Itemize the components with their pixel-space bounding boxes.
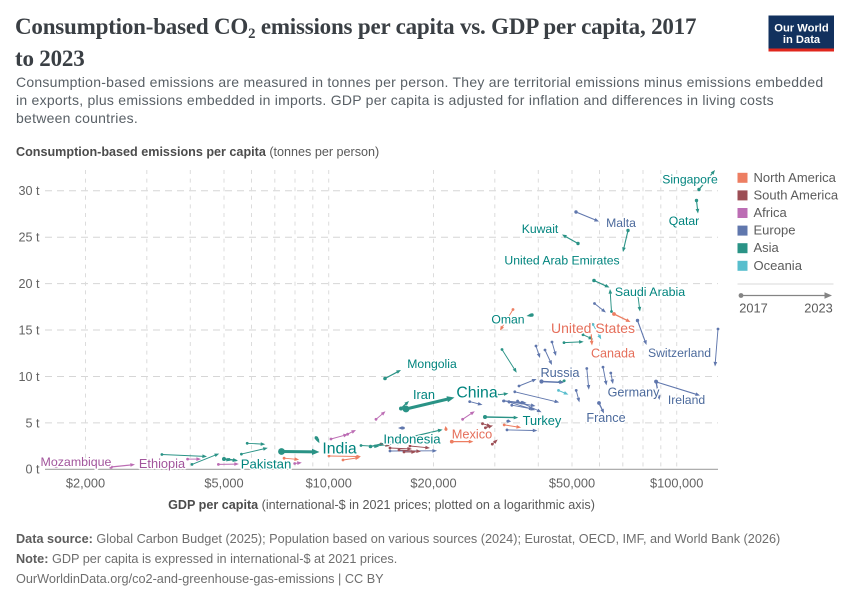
svg-text:25 t: 25 t bbox=[18, 231, 40, 245]
svg-text:Qatar: Qatar bbox=[669, 214, 699, 228]
svg-text:Ethiopia: Ethiopia bbox=[139, 456, 186, 471]
svg-text:United States: United States bbox=[551, 320, 635, 336]
svg-text:Malta: Malta bbox=[606, 216, 636, 230]
svg-text:Asia: Asia bbox=[754, 240, 780, 255]
svg-text:20 t: 20 t bbox=[18, 277, 40, 291]
svg-text:Singapore: Singapore bbox=[662, 172, 718, 186]
svg-text:Indonesia: Indonesia bbox=[383, 432, 441, 447]
svg-text:Africa: Africa bbox=[754, 205, 788, 220]
svg-text:Saudi Arabia: Saudi Arabia bbox=[615, 285, 685, 299]
svg-text:Iran: Iran bbox=[413, 387, 435, 402]
svg-text:China: China bbox=[456, 385, 497, 402]
svg-text:$100,000: $100,000 bbox=[650, 476, 703, 491]
svg-text:Our World: Our World bbox=[774, 23, 829, 35]
svg-text:2023: 2023 bbox=[804, 301, 832, 316]
svg-text:$20,000: $20,000 bbox=[410, 476, 456, 491]
svg-text:Germany: Germany bbox=[608, 385, 660, 399]
svg-text:Mongolia: Mongolia bbox=[407, 357, 457, 371]
svg-text:15 t: 15 t bbox=[18, 323, 40, 337]
svg-text:France: France bbox=[586, 411, 625, 425]
svg-text:Switzerland: Switzerland bbox=[648, 346, 711, 360]
svg-text:Ireland: Ireland bbox=[668, 393, 705, 407]
svg-text:30 t: 30 t bbox=[18, 184, 40, 198]
svg-text:$5,000: $5,000 bbox=[204, 476, 243, 491]
svg-text:Turkey: Turkey bbox=[523, 413, 562, 428]
svg-text:Mozambique: Mozambique bbox=[41, 455, 112, 469]
svg-text:United Arab Emirates: United Arab Emirates bbox=[504, 253, 619, 267]
svg-text:2017: 2017 bbox=[739, 301, 767, 316]
svg-text:5 t: 5 t bbox=[25, 416, 40, 430]
svg-text:Russia: Russia bbox=[540, 365, 580, 380]
svg-text:Canada: Canada bbox=[591, 346, 635, 360]
svg-text:Mexico: Mexico bbox=[452, 427, 493, 442]
svg-text:$10,000: $10,000 bbox=[306, 476, 352, 491]
svg-text:India: India bbox=[322, 441, 356, 458]
svg-text:Oman: Oman bbox=[491, 312, 524, 326]
svg-text:$50,000: $50,000 bbox=[549, 476, 595, 491]
svg-text:Pakistan: Pakistan bbox=[241, 457, 292, 472]
svg-text:North America: North America bbox=[754, 170, 837, 185]
svg-text:in Data: in Data bbox=[783, 34, 821, 46]
svg-text:Oceania: Oceania bbox=[754, 258, 803, 273]
svg-text:10 t: 10 t bbox=[18, 370, 40, 384]
svg-text:South America: South America bbox=[754, 187, 839, 202]
svg-text:Europe: Europe bbox=[754, 223, 796, 238]
svg-text:Kuwait: Kuwait bbox=[522, 222, 559, 236]
svg-text:0 t: 0 t bbox=[25, 463, 40, 477]
svg-text:$2,000: $2,000 bbox=[66, 476, 105, 491]
